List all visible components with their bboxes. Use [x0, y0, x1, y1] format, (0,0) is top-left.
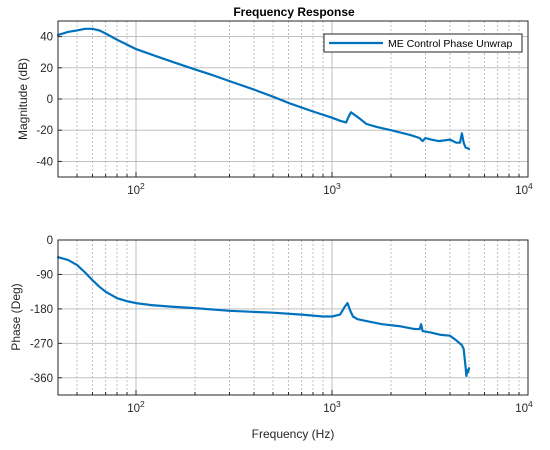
- magnitude-series: [56, 27, 471, 150]
- phase-xtick-label: 103: [323, 399, 341, 415]
- phase-series: [56, 256, 471, 377]
- phase-xlabel: Frequency (Hz): [252, 427, 335, 441]
- phase-xtick-label: 102: [127, 399, 145, 415]
- legend: ME Control Phase Unwrap: [323, 33, 523, 53]
- chart-title: Frequency Response: [233, 5, 355, 19]
- magnitude-ylabel: Magnitude (dB): [16, 58, 30, 140]
- phase-ylabel: Phase (Deg): [9, 283, 23, 350]
- phase-plot-area: [57, 239, 529, 396]
- magnitude-xtick-label: 102: [127, 181, 145, 197]
- legend-entry: ME Control Phase Unwrap: [388, 38, 512, 50]
- magnitude-ytick-label: 20: [40, 63, 53, 75]
- magnitude-ticks: 40 20 0 -20 -40 102 103 104: [36, 32, 533, 197]
- magnitude-ytick-label: 40: [40, 32, 53, 44]
- phase-xtick-label: 104: [515, 399, 533, 415]
- magnitude-ytick-label: -20: [36, 125, 53, 137]
- magnitude-xtick-label: 103: [323, 181, 341, 197]
- legend-box: [323, 33, 523, 53]
- phase-ytick-label: 0: [47, 235, 53, 247]
- phase-grid: [58, 240, 528, 395]
- phase-ytick-label: -270: [30, 338, 53, 350]
- magnitude-xtick-label: 104: [515, 181, 533, 197]
- magnitude-ytick-label: 0: [47, 94, 53, 106]
- magnitude-ytick-label: -40: [36, 156, 53, 168]
- phase-ytick-label: -90: [36, 269, 53, 281]
- magnitude-series-line: [56, 27, 471, 150]
- phase-ytick-label: -360: [30, 373, 53, 385]
- phase-axes: 0 -90 -180 -270 -360 102 103 104 Phase (Deg) Fr…: [9, 235, 533, 441]
- phase-series-line: [56, 256, 471, 377]
- magnitude-axes: 40 20 0 -20 -40 102 103 104 Magnitude (dB) ME C…: [16, 20, 533, 197]
- phase-ytick-label: -180: [30, 304, 53, 316]
